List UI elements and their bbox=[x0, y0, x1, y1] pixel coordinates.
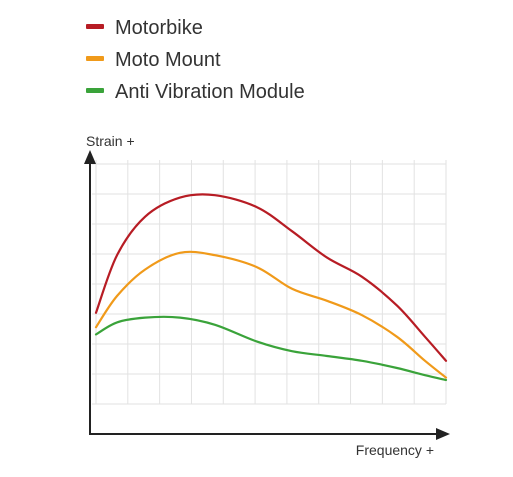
y-axis-label: Strain + bbox=[86, 133, 135, 149]
series-line-anti-vibration-module bbox=[94, 315, 448, 382]
series-line-moto-mount bbox=[94, 250, 448, 379]
chart-grid bbox=[92, 160, 447, 405]
x-axis-label: Frequency + bbox=[356, 442, 434, 458]
legend-label-moto-mount: Moto Mount bbox=[115, 49, 221, 71]
legend-swatch-moto-mount bbox=[86, 56, 104, 61]
legend: Motorbike Moto Mount Anti Vibration Module bbox=[86, 17, 305, 103]
y-axis-arrowhead bbox=[84, 150, 96, 164]
legend-label-motorbike: Motorbike bbox=[115, 17, 203, 39]
series-layer bbox=[94, 193, 448, 382]
legend-swatch-motorbike bbox=[86, 24, 104, 29]
chart-axes: Strain + Frequency + bbox=[84, 133, 450, 458]
x-axis-arrowhead bbox=[436, 428, 450, 440]
legend-label-anti-vibration-module: Anti Vibration Module bbox=[115, 81, 305, 103]
legend-swatch-anti-vibration-module bbox=[86, 88, 104, 93]
series-line-motorbike bbox=[94, 193, 448, 362]
